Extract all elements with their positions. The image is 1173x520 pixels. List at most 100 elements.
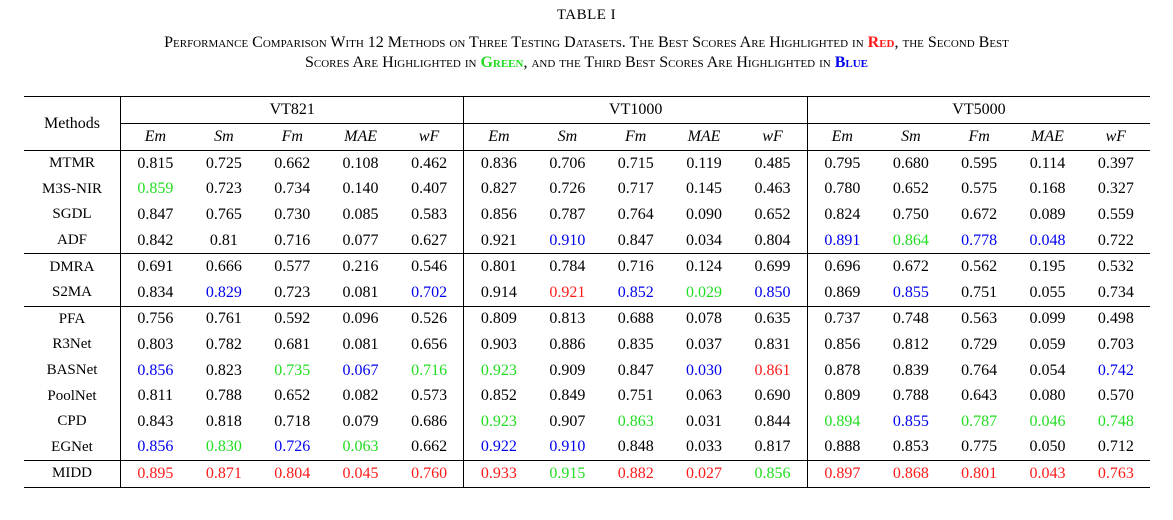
- method-name: CPD: [24, 408, 121, 435]
- score-cell: 0.764: [961, 361, 998, 379]
- table-row: R3Net 0.803 0.782 0.681 0.081 0.656 0.903 0.886…: [24, 332, 1150, 358]
- score-cell: 0.863: [617, 412, 654, 430]
- metric-header: MAE: [669, 123, 739, 151]
- score-cell: 0.765: [205, 205, 242, 223]
- score-cell: 0.681: [274, 335, 311, 353]
- caption-blue-word: Blue: [834, 54, 869, 71]
- method-name: SGDL: [24, 202, 121, 228]
- score-cell: 0.691: [137, 258, 174, 276]
- score-cell: 0.397: [1097, 154, 1134, 172]
- metric-header: Fm: [258, 123, 327, 151]
- score-cell: 0.672: [892, 258, 929, 276]
- table-row: M3S-NIR 0.859 0.723 0.734 0.140 0.407 0.827 0.7…: [24, 176, 1150, 203]
- score-cell: 0.078: [686, 310, 723, 328]
- score-cell: 0.817: [738, 434, 808, 462]
- score-cell: 0.809: [480, 310, 517, 328]
- score-cell: 0.824: [824, 205, 861, 223]
- score-cell: 0.756: [137, 310, 174, 328]
- score-cell: 0.856: [120, 434, 190, 462]
- score-cell: 0.764: [617, 205, 654, 223]
- score-cell: 0.119: [686, 154, 722, 172]
- score-cell: 0.855: [892, 412, 929, 430]
- score-cell: 0.910: [533, 227, 602, 255]
- score-cell: 0.462: [394, 150, 465, 177]
- score-cell: 0.835: [617, 335, 654, 353]
- score-cell: 0.195: [1029, 258, 1066, 276]
- score-cell: 0.730: [274, 205, 311, 223]
- score-cell: 0.803: [137, 335, 174, 353]
- score-cell: 0.168: [1029, 180, 1066, 198]
- table-row: CPD 0.843 0.818 0.718 0.079 0.686 0.923 0.907 0.…: [24, 408, 1150, 435]
- score-cell: 0.818: [205, 412, 242, 430]
- table-row: MTMR 0.815 0.725 0.662 0.108 0.462 0.836 0.706 0…: [24, 150, 1150, 177]
- score-cell: 0.031: [686, 412, 723, 430]
- score-cell: 0.723: [258, 279, 327, 307]
- score-cell: 0.216: [342, 258, 379, 276]
- score-cell: 0.686: [394, 408, 465, 435]
- score-cell: 0.725: [205, 154, 242, 172]
- score-cell: 0.839: [892, 361, 929, 379]
- score-cell: 0.811: [137, 387, 174, 405]
- score-cell: 0.696: [824, 258, 861, 276]
- score-cell: 0.795: [824, 154, 861, 172]
- score-cell: 0.804: [738, 227, 808, 255]
- score-cell: 0.046: [1029, 412, 1066, 430]
- score-cell: 0.054: [1029, 361, 1066, 379]
- results-table-wrapper: Methods VT821 VT1000 VT5000 Em Sm Fm MAE wF E…: [24, 96, 1150, 488]
- header-row-metrics: Em Sm Fm MAE wF Em Sm Fm MAE wF Em Sm Fm MAE wF: [24, 123, 1150, 151]
- score-cell: 0.842: [120, 227, 190, 255]
- metric-header: Em: [120, 123, 190, 151]
- score-cell: 0.099: [1029, 310, 1066, 328]
- score-cell: 0.878: [824, 361, 861, 379]
- score-cell: 0.882: [601, 460, 670, 488]
- score-cell: 0.485: [738, 150, 808, 177]
- score-cell: 0.784: [549, 258, 586, 276]
- score-cell: 0.787: [961, 412, 998, 430]
- score-cell: 0.723: [205, 180, 242, 198]
- table-row: S2MA 0.834 0.829 0.723 0.081 0.702 0.914 0.921 0…: [24, 279, 1150, 307]
- score-cell: 0.718: [274, 412, 311, 430]
- score-cell: 0.559: [1097, 205, 1134, 223]
- score-cell: 0.852: [601, 279, 670, 307]
- score-cell: 0.077: [326, 227, 395, 255]
- method-name: PFA: [24, 306, 121, 333]
- score-cell: 0.847: [617, 361, 654, 379]
- score-cell: 0.712: [1081, 434, 1150, 462]
- score-cell: 0.652: [738, 202, 808, 228]
- score-cell: 0.662: [394, 434, 465, 462]
- score-cell: 0.834: [120, 279, 190, 307]
- score-cell: 0.861: [738, 357, 808, 384]
- score-cell: 0.735: [274, 361, 311, 379]
- results-body: MTMR 0.815 0.725 0.662 0.108 0.462 0.836 0.706 0…: [24, 150, 1150, 488]
- metric-header: Em: [807, 123, 877, 151]
- score-cell: 0.050: [1013, 434, 1082, 462]
- score-cell: 0.923: [480, 412, 517, 430]
- score-cell: 0.780: [824, 180, 861, 198]
- score-cell: 0.849: [549, 387, 586, 405]
- score-cell: 0.868: [876, 460, 946, 488]
- metric-header: Fm: [945, 123, 1014, 151]
- score-cell: 0.635: [738, 306, 808, 333]
- score-cell: 0.823: [205, 361, 242, 379]
- score-cell: 0.856: [824, 335, 861, 353]
- score-cell: 0.699: [738, 253, 808, 280]
- score-cell: 0.856: [137, 361, 174, 379]
- score-cell: 0.847: [137, 205, 174, 223]
- method-name: M3S-NIR: [24, 176, 121, 203]
- score-cell: 0.734: [1081, 279, 1150, 307]
- score-cell: 0.656: [394, 332, 465, 358]
- score-cell: 0.532: [1097, 258, 1134, 276]
- score-cell: 0.788: [205, 387, 242, 405]
- score-cell: 0.055: [1013, 279, 1082, 307]
- score-cell: 0.063: [326, 434, 395, 462]
- score-cell: 0.140: [342, 180, 379, 198]
- score-cell: 0.575: [961, 180, 998, 198]
- score-cell: 0.923: [480, 361, 517, 379]
- score-cell: 0.570: [1097, 387, 1134, 405]
- score-cell: 0.859: [137, 180, 174, 198]
- score-cell: 0.894: [824, 412, 861, 430]
- metric-header: Sm: [876, 123, 946, 151]
- score-cell: 0.085: [342, 205, 379, 223]
- score-cell: 0.082: [342, 387, 379, 405]
- score-cell: 0.81: [189, 227, 259, 255]
